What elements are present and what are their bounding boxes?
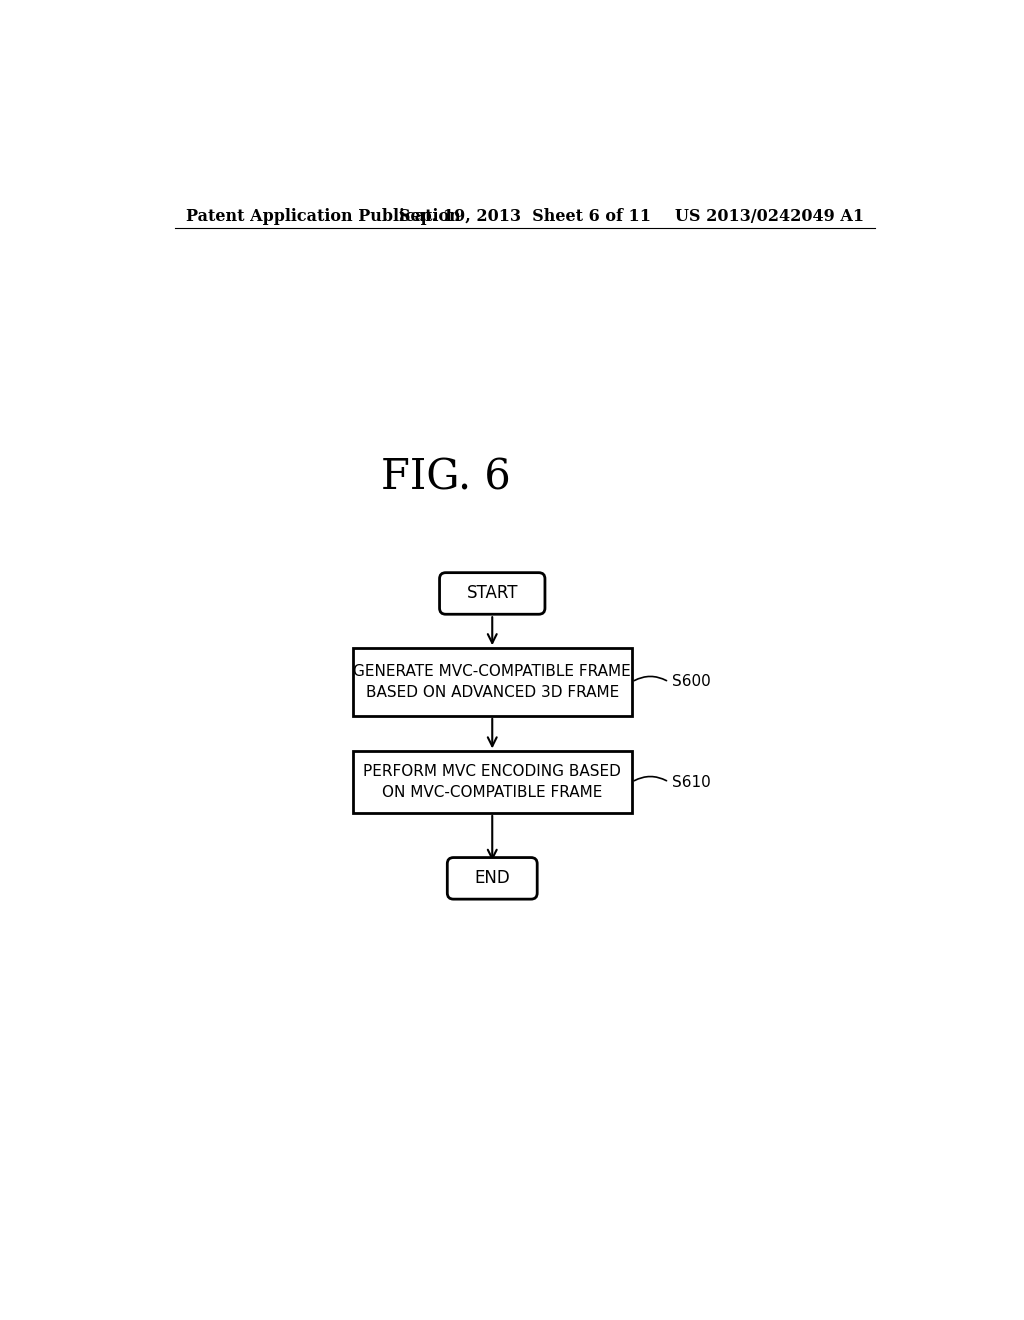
Text: GENERATE MVC-COMPATIBLE FRAME
BASED ON ADVANCED 3D FRAME: GENERATE MVC-COMPATIBLE FRAME BASED ON A… [353,664,631,700]
FancyBboxPatch shape [447,858,538,899]
Text: START: START [467,585,518,602]
Text: PERFORM MVC ENCODING BASED
ON MVC-COMPATIBLE FRAME: PERFORM MVC ENCODING BASED ON MVC-COMPAT… [364,764,622,800]
Text: FIG. 6: FIG. 6 [381,457,511,499]
Text: S600: S600 [672,675,711,689]
Text: Patent Application Publication: Patent Application Publication [186,207,461,224]
Text: END: END [474,870,510,887]
Text: S610: S610 [672,775,711,789]
Bar [352,751,632,813]
Text: US 2013/0242049 A1: US 2013/0242049 A1 [675,207,864,224]
Bar [352,648,632,715]
Text: Sep. 19, 2013  Sheet 6 of 11: Sep. 19, 2013 Sheet 6 of 11 [398,207,651,224]
FancyBboxPatch shape [439,573,545,614]
